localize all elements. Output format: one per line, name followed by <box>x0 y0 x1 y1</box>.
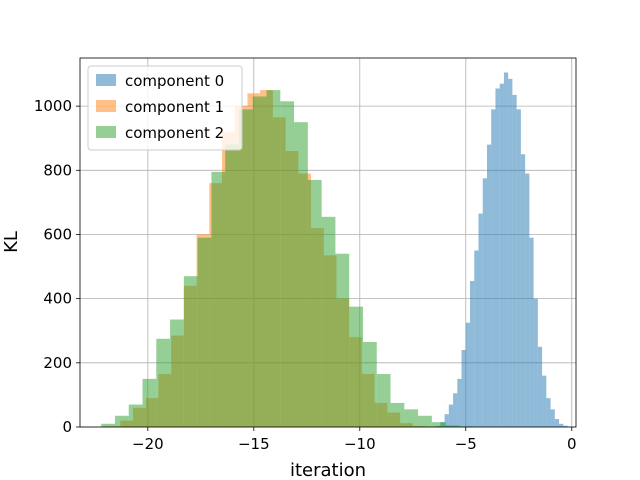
histogram-bar <box>183 276 198 427</box>
x-tick-label: −15 <box>238 435 270 453</box>
y-tick-label: 1000 <box>34 97 72 115</box>
legend: component 0 component 1 component 2 <box>87 65 243 151</box>
histogram-bar <box>321 216 336 427</box>
histogram-bar <box>294 122 308 427</box>
y-tick-label: 200 <box>43 354 72 372</box>
x-tick-label: −10 <box>344 435 376 453</box>
legend-label: component 1 <box>125 98 224 116</box>
histogram-bar <box>453 393 458 427</box>
histogram-bar <box>503 72 509 427</box>
x-tick-label: −5 <box>455 435 477 453</box>
histogram-bar <box>499 83 504 428</box>
histogram-bars <box>101 72 568 428</box>
histogram-bar <box>563 425 568 427</box>
histogram-bar <box>554 418 560 427</box>
y-tick-label: 400 <box>43 290 72 308</box>
histogram-bar <box>537 346 543 427</box>
x-tick-label: −20 <box>132 435 164 453</box>
histogram-bar <box>142 378 157 427</box>
legend-swatch <box>96 100 116 112</box>
plot-frame <box>79 57 577 428</box>
legend-label: component 0 <box>125 72 224 90</box>
histogram-bar <box>533 298 538 427</box>
legend-swatch <box>96 126 116 138</box>
x-axis-ticks: −20 −15 −10 −5 0 <box>132 427 577 453</box>
histogram-bar <box>470 281 475 427</box>
histogram-bar <box>431 422 446 427</box>
histogram-bar <box>546 398 551 427</box>
histogram-bar <box>307 179 322 427</box>
histogram-bar <box>114 415 129 427</box>
histogram-bar <box>238 109 253 428</box>
histogram-bar <box>211 171 226 427</box>
legend-label: component 2 <box>125 124 224 142</box>
histogram-bar <box>448 404 454 427</box>
histogram-bar <box>170 319 184 427</box>
series-2-bars <box>101 90 474 428</box>
histogram-bar <box>457 378 462 427</box>
legend-frame <box>87 65 243 151</box>
histogram-bar <box>486 144 492 428</box>
series-0-bars <box>436 72 568 428</box>
histogram-bar <box>512 94 517 428</box>
y-tick-label: 800 <box>43 161 72 179</box>
histogram-bar <box>508 78 513 428</box>
histogram-bar <box>445 425 460 427</box>
histogram-bar <box>520 154 526 427</box>
y-axis-label: KL <box>1 231 22 253</box>
histogram-bar <box>335 253 350 427</box>
y-axis-ticks: 0 200 400 600 800 1000 <box>34 97 80 436</box>
histogram-bar <box>461 349 466 427</box>
histogram-bar <box>404 409 419 427</box>
histogram-bar <box>491 109 496 428</box>
histogram-bar <box>376 374 391 427</box>
histogram-bar <box>495 88 500 427</box>
histogram-bar <box>478 213 483 427</box>
histogram-bar <box>252 96 267 428</box>
histogram-bar <box>197 237 212 427</box>
y-tick-label: 0 <box>62 418 72 436</box>
histogram-bar <box>349 306 363 427</box>
histogram-bar <box>390 402 405 427</box>
x-axis-label: iteration <box>290 460 366 480</box>
histogram-bar <box>525 173 530 427</box>
legend-swatch <box>96 74 116 86</box>
y-tick-label: 600 <box>43 225 72 243</box>
histogram-bar <box>156 338 171 427</box>
histogram-bar <box>280 101 295 428</box>
histogram-bar <box>474 250 479 427</box>
histogram-bar <box>444 414 449 427</box>
histogram-bar <box>418 415 432 427</box>
histogram-bar <box>266 90 281 427</box>
histogram-bar <box>559 423 564 427</box>
histogram-bar <box>516 109 521 428</box>
histogram-bar <box>128 404 143 427</box>
histogram-bar <box>542 375 547 427</box>
histogram-bar <box>101 423 115 427</box>
histogram-bar <box>362 341 377 427</box>
histogram-bar <box>482 178 487 427</box>
histogram-bar <box>550 409 555 427</box>
x-tick-label: 0 <box>567 435 577 453</box>
histogram-bar <box>225 144 239 428</box>
histogram-bar <box>465 322 471 427</box>
histogram-bar <box>529 237 534 427</box>
